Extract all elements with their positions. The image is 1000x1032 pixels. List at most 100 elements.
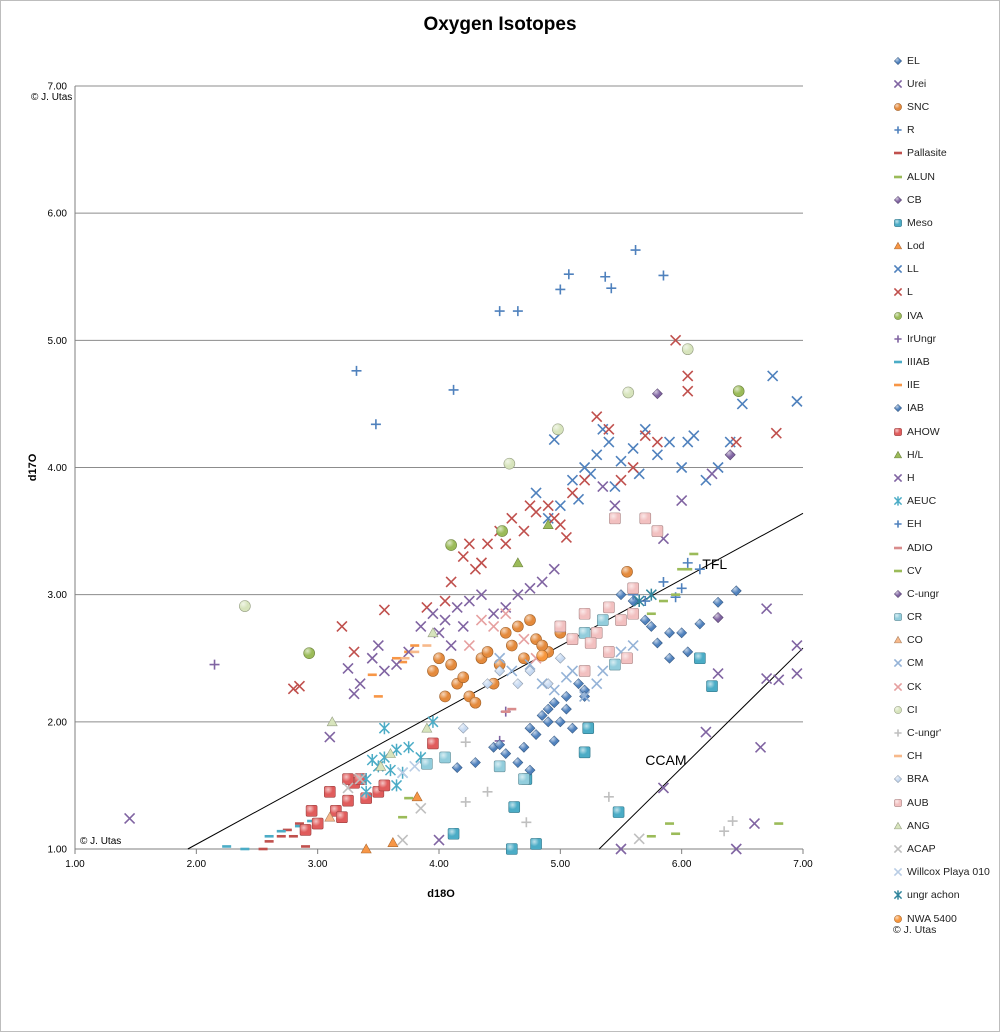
legend-label: ACAP <box>907 842 936 855</box>
point-r <box>658 270 669 281</box>
point-alun <box>774 822 784 825</box>
point-pallasite <box>264 840 274 843</box>
legend-marker-ck <box>893 682 903 691</box>
point-ahow <box>305 805 318 817</box>
legend-marker-willcox-playa-010 <box>893 867 903 877</box>
point-aub <box>578 665 591 677</box>
point-cr <box>493 760 506 773</box>
series-h-l <box>512 519 554 568</box>
point-ang <box>421 722 433 733</box>
point-h <box>415 620 427 633</box>
point-bra <box>512 678 524 690</box>
point-ahow <box>311 817 324 830</box>
legend-item-iiiab: IIIAB <box>893 350 998 373</box>
legend-item-iab: IAB <box>893 397 998 420</box>
legend-item-cv: CV <box>893 559 998 582</box>
legend-item-adio: ADIO <box>893 536 998 559</box>
y-tick-label: 2.00 <box>48 717 68 728</box>
x-tick-label: 6.00 <box>672 859 692 870</box>
point-urei <box>124 812 136 825</box>
legend-label: Lod <box>907 240 925 253</box>
point-cm <box>566 665 579 677</box>
legend-marker-h <box>893 473 903 483</box>
legend-marker-shape <box>894 546 902 549</box>
legend-marker-ll <box>893 265 903 274</box>
point-cm <box>506 665 518 677</box>
point-l <box>548 512 560 524</box>
point-c-ungr- <box>727 816 738 827</box>
legend-label: CV <box>907 564 922 577</box>
legend-marker-ungr-achon <box>893 890 903 900</box>
point-h <box>488 608 500 620</box>
point-aub <box>609 512 621 525</box>
point-ahow <box>378 779 391 792</box>
legend-marker-shape <box>894 219 902 227</box>
legend-marker-adio <box>894 546 902 549</box>
point-ck <box>488 620 500 633</box>
point-h <box>439 614 451 626</box>
point-urei <box>761 603 773 615</box>
point-ck <box>475 614 488 626</box>
point-r <box>630 245 641 256</box>
point-urei <box>372 639 384 652</box>
point-h <box>342 662 354 674</box>
point-urei <box>730 843 742 855</box>
legend-item-willcox-playa-010: Willcox Playa 010 <box>893 861 998 884</box>
series-iva <box>303 385 745 659</box>
legend-marker-urei <box>893 79 903 88</box>
point-el <box>694 618 706 630</box>
point-nwa-5400 <box>536 649 548 662</box>
point-cr <box>596 614 609 626</box>
legend-marker-shape <box>894 798 902 807</box>
point-l <box>475 557 488 569</box>
legend-label: CR <box>907 611 923 624</box>
point-l <box>566 487 579 499</box>
series-ch <box>400 644 432 660</box>
point-cm <box>591 678 603 690</box>
legend-marker-shape <box>893 821 903 829</box>
point-h <box>390 659 403 671</box>
legend-label: CO <box>907 634 923 647</box>
point-aeuc <box>366 753 378 766</box>
series-aeuc <box>360 715 439 798</box>
point-urei <box>324 731 336 743</box>
point-l <box>524 500 536 512</box>
ref-line-label-ccam: CCAM <box>645 752 686 768</box>
point-c-ungr <box>712 612 724 623</box>
legend-label: BRA <box>907 773 929 786</box>
point-acap <box>415 802 427 814</box>
point-cm <box>597 665 609 677</box>
point-iab <box>560 703 572 715</box>
point-pallasite <box>276 834 286 838</box>
legend-marker-shape <box>893 589 903 598</box>
point-ck <box>518 633 530 645</box>
point-snc <box>487 677 500 690</box>
legend-label: C-ungr' <box>907 727 942 740</box>
point-iab <box>512 757 524 768</box>
point-iva <box>732 385 745 398</box>
point-aeuc <box>384 764 396 777</box>
point-urei <box>615 843 627 855</box>
point-c-ungr- <box>603 791 614 802</box>
point-eh <box>640 596 651 607</box>
point-alun <box>683 567 693 571</box>
legend-marker-c-ungr <box>893 589 903 598</box>
point-h <box>445 639 457 652</box>
point-ang <box>427 627 439 638</box>
point-h <box>457 620 469 633</box>
point-iiiab <box>307 819 317 823</box>
point-bra <box>482 678 493 690</box>
legend-marker-shape <box>893 288 903 297</box>
point-cm <box>494 652 506 664</box>
point-h <box>475 589 488 601</box>
legend-item-ck: CK <box>893 675 998 698</box>
point-h <box>512 589 524 601</box>
x-axis-title: d18O <box>427 888 455 900</box>
point-iva <box>445 539 457 551</box>
point-urei <box>657 782 670 794</box>
series-ahow <box>299 737 439 836</box>
point-ch <box>410 650 420 654</box>
legend-marker-ahow <box>894 427 902 436</box>
point-el <box>651 637 663 649</box>
point-ci <box>552 423 564 436</box>
